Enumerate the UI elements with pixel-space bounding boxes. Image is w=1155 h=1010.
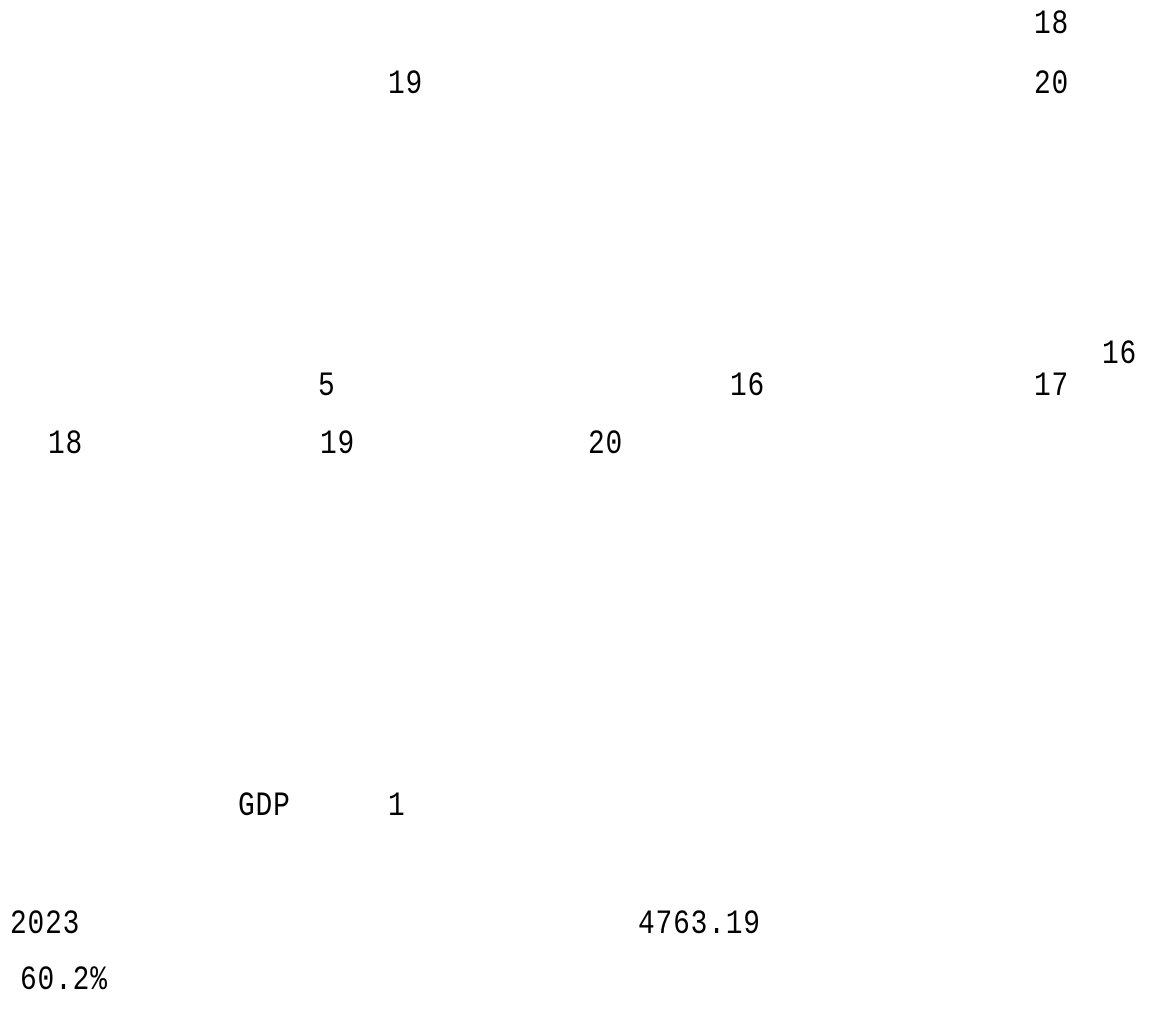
text-fragment-16-right: 16	[1102, 336, 1138, 374]
text-fragment-5: 5	[318, 368, 336, 406]
text-fragment-1: 1	[388, 788, 406, 826]
text-fragment-18-top: 18	[1034, 6, 1070, 44]
text-fragment-value: 4763.19	[638, 906, 761, 944]
text-fragment-20: 20	[588, 426, 624, 464]
text-fragment-20-upper: 20	[1034, 66, 1070, 104]
text-fragment-19-upper: 19	[388, 66, 424, 104]
text-fragment-18: 18	[48, 426, 84, 464]
text-fragment-16: 16	[730, 368, 766, 406]
text-fragment-19: 19	[320, 426, 356, 464]
text-fragment-17: 17	[1034, 368, 1070, 406]
text-fragment-year: 2023	[10, 906, 81, 944]
text-fragment-percent: 60.2%	[20, 962, 108, 1000]
text-fragment-gdp: GDP	[238, 788, 291, 826]
